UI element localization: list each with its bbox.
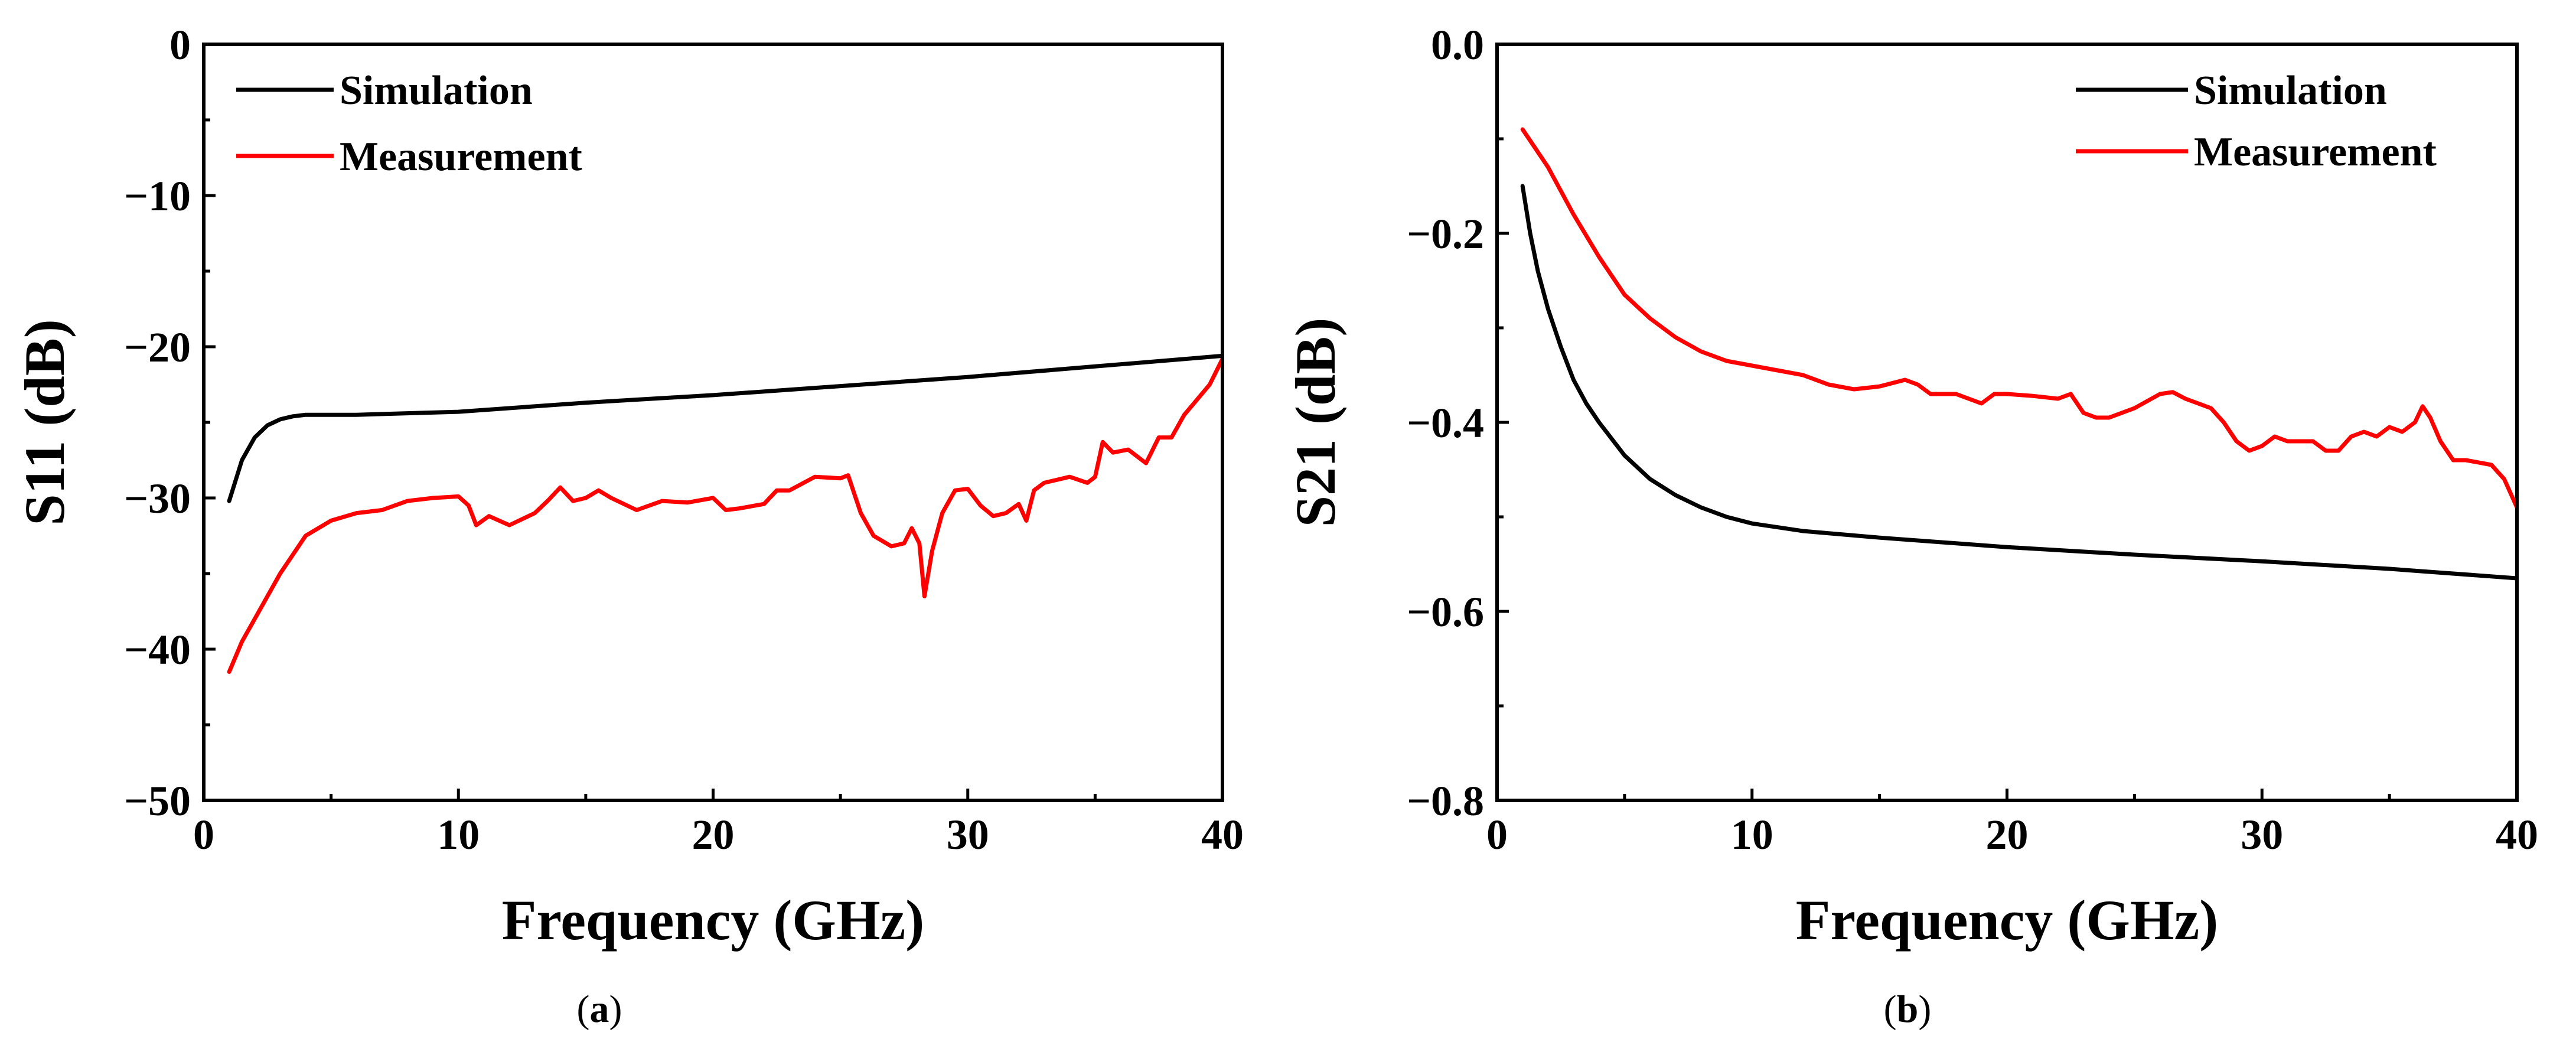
y-tick-label-a: 0 (169, 21, 191, 69)
chart-panel-b: 0 10 20 30 40 0.0 −0.2 −0.4 −0.6 −0.8 Frequency (… (1284, 21, 2538, 1031)
y-tick-label-b: −0.2 (1407, 210, 1484, 258)
chart-panel-a: 0 10 20 30 40 0 −10 −20 −30 −40 −50 Frequency (GHz… (13, 21, 1244, 1031)
x-tick-label-b: 0 (1486, 811, 1508, 858)
y-tick-label-a: −50 (124, 777, 191, 825)
x-tick-label-a: 20 (692, 811, 735, 858)
y-tick-label-b: −0.4 (1407, 399, 1484, 447)
series-layer-a (227, 353, 1222, 674)
panel-letter-a: a (590, 988, 609, 1031)
y-tick-label-b: −0.8 (1407, 777, 1484, 825)
y-tick-label-b: −0.6 (1407, 588, 1484, 636)
y-tick-label-a: −30 (124, 475, 191, 522)
x-tick-label-b: 30 (2241, 811, 2283, 858)
x-tick-label-a: 10 (437, 811, 480, 858)
panel-letter-b: b (1897, 988, 1919, 1031)
legend-b: Simulation Measurement (2076, 68, 2437, 175)
tick-labels-layer-b: 0 10 20 30 40 0.0 −0.2 −0.4 −0.6 −0.8 (1407, 21, 2538, 858)
panel-label-b: (b) (1884, 988, 1932, 1031)
x-tick-label-a: 30 (947, 811, 989, 858)
x-tick-label-a: 0 (193, 811, 214, 858)
series-line-measurement-b (1520, 127, 2517, 510)
legend-label-measurement-b: Measurement (2194, 129, 2437, 175)
plot-frame-b (1495, 43, 2519, 802)
series-layer-b (1520, 127, 2517, 581)
x-tick-label-b: 10 (1731, 811, 1773, 858)
tick-labels-layer-a: 0 10 20 30 40 0 −10 −20 −30 −40 −50 (124, 21, 1244, 858)
plot-frame-a (202, 43, 1224, 802)
y-tick-label-a: −40 (124, 626, 191, 673)
y-axis-label-b: S21 (dB) (1284, 318, 1347, 527)
x-tick-label-b: 40 (2496, 811, 2538, 858)
x-axis-label-a: Frequency (GHz) (502, 888, 924, 952)
legend-label-simulation-a: Simulation (340, 68, 533, 113)
series-line-simulation-b (1520, 184, 2517, 581)
panel-label-a: (a) (577, 988, 622, 1031)
x-tick-label-b: 20 (1986, 811, 2029, 858)
y-tick-label-a: −20 (124, 324, 191, 371)
y-tick-label-a: −10 (124, 172, 191, 220)
legend-a: Simulation Measurement (236, 68, 582, 180)
x-axis-label-b: Frequency (GHz) (1796, 888, 2218, 952)
legend-label-simulation-b: Simulation (2194, 68, 2387, 113)
x-tick-label-a: 40 (1201, 811, 1244, 858)
legend-label-measurement-a: Measurement (340, 134, 582, 180)
y-tick-label-b: 0.0 (1431, 21, 1484, 69)
series-line-measurement-a (227, 357, 1222, 674)
series-line-simulation-a (227, 353, 1222, 503)
y-axis-label-a: S11 (dB) (13, 319, 76, 525)
